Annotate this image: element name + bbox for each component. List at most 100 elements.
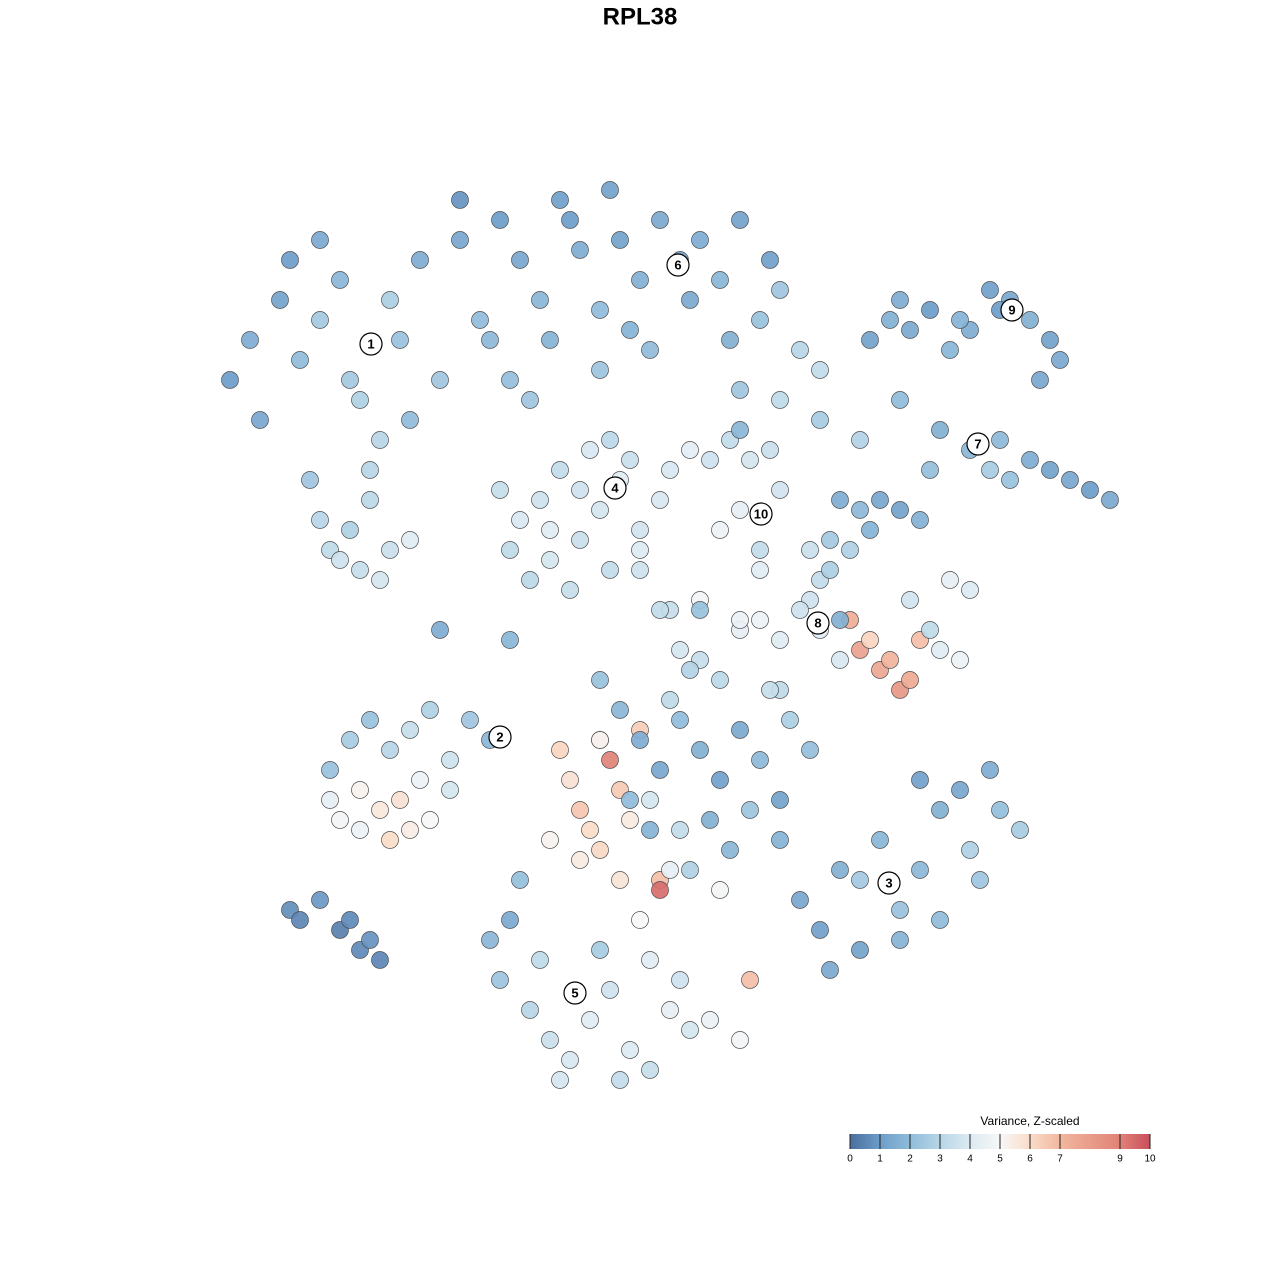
point <box>651 761 669 779</box>
point <box>401 411 419 429</box>
point <box>1021 451 1039 469</box>
point <box>511 871 529 889</box>
point <box>761 251 779 269</box>
point <box>891 291 909 309</box>
point <box>421 811 439 829</box>
cluster-marker <box>1000 298 1024 322</box>
point <box>771 481 789 499</box>
point <box>761 681 779 699</box>
point <box>561 771 579 789</box>
point <box>591 301 609 319</box>
point <box>631 561 649 579</box>
point <box>411 251 429 269</box>
point <box>851 501 869 519</box>
point <box>701 451 719 469</box>
legend-tick-label: 1 <box>877 1154 883 1165</box>
point <box>391 331 409 349</box>
point <box>701 811 719 829</box>
cluster-label: 2 <box>496 729 503 744</box>
point <box>561 581 579 599</box>
point <box>1021 311 1039 329</box>
point <box>641 951 659 969</box>
point <box>691 601 709 619</box>
point <box>931 641 949 659</box>
point <box>291 911 309 929</box>
point <box>451 231 469 249</box>
point <box>601 751 619 769</box>
point <box>1001 471 1019 489</box>
cluster-marker <box>603 476 627 500</box>
point <box>711 521 729 539</box>
point <box>681 441 699 459</box>
point <box>611 1071 629 1089</box>
point <box>681 1021 699 1039</box>
point <box>1041 461 1059 479</box>
point <box>631 911 649 929</box>
point <box>441 781 459 799</box>
point <box>601 181 619 199</box>
point <box>521 1001 539 1019</box>
point <box>851 431 869 449</box>
point <box>921 621 939 639</box>
point <box>531 491 549 509</box>
point <box>771 631 789 649</box>
point <box>631 521 649 539</box>
point <box>721 331 739 349</box>
point <box>831 651 849 669</box>
point <box>731 611 749 629</box>
point <box>491 971 509 989</box>
point <box>771 831 789 849</box>
point <box>591 941 609 959</box>
point <box>971 871 989 889</box>
point <box>941 571 959 589</box>
point <box>601 981 619 999</box>
point <box>581 441 599 459</box>
point <box>591 361 609 379</box>
point <box>501 911 519 929</box>
cluster-marker <box>488 725 512 749</box>
point <box>1031 371 1049 389</box>
point <box>941 341 959 359</box>
chart-title: RPL38 <box>603 3 678 30</box>
point <box>291 351 309 369</box>
point <box>571 241 589 259</box>
point <box>311 891 329 909</box>
point <box>921 301 939 319</box>
point <box>711 881 729 899</box>
point <box>711 271 729 289</box>
point <box>651 881 669 899</box>
point <box>311 511 329 529</box>
point <box>611 871 629 889</box>
point <box>731 501 749 519</box>
point <box>331 811 349 829</box>
point <box>551 741 569 759</box>
point <box>621 1041 639 1059</box>
point <box>741 451 759 469</box>
point <box>641 821 659 839</box>
point <box>741 801 759 819</box>
point <box>521 571 539 589</box>
point <box>791 891 809 909</box>
point <box>681 661 699 679</box>
point <box>951 311 969 329</box>
point <box>671 711 689 729</box>
point <box>371 571 389 589</box>
point <box>281 251 299 269</box>
cluster-marker <box>359 332 383 356</box>
point <box>601 431 619 449</box>
point <box>911 861 929 879</box>
point <box>661 691 679 709</box>
point <box>601 561 619 579</box>
legend-tick-label: 4 <box>967 1154 973 1165</box>
point <box>801 541 819 559</box>
point <box>511 251 529 269</box>
point <box>361 461 379 479</box>
point <box>671 641 689 659</box>
point <box>851 871 869 889</box>
point <box>1081 481 1099 499</box>
point <box>331 271 349 289</box>
point <box>401 721 419 739</box>
point <box>761 441 779 459</box>
point <box>881 651 899 669</box>
point <box>541 521 559 539</box>
